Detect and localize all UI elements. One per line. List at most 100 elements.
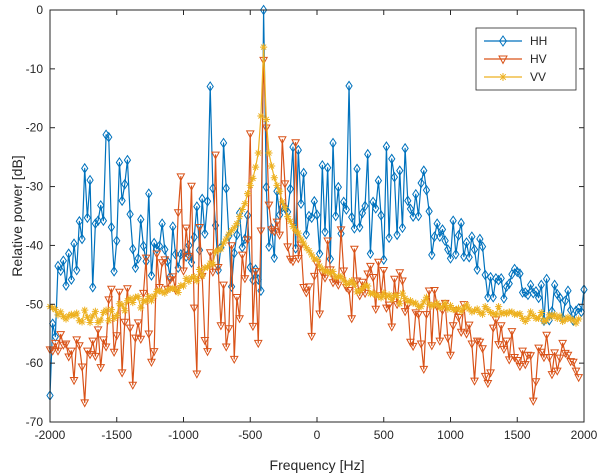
data-point	[430, 231, 439, 242]
data-point	[468, 231, 476, 242]
data-point	[547, 371, 557, 380]
data-point	[352, 277, 362, 286]
x-tick-label: -1000	[168, 428, 199, 442]
x-tick-label: 0	[314, 428, 321, 442]
data-point	[470, 377, 479, 386]
data-point	[500, 293, 508, 304]
series-vv	[46, 43, 583, 327]
data-point	[382, 141, 391, 152]
data-point	[465, 251, 473, 263]
data-point	[348, 277, 356, 285]
data-point	[528, 397, 538, 406]
data-point	[428, 249, 436, 261]
data-point	[315, 310, 325, 319]
data-point	[221, 343, 231, 352]
data-point	[390, 171, 399, 183]
data-point	[332, 273, 340, 281]
data-point	[529, 287, 537, 299]
data-point	[134, 293, 142, 301]
data-point	[187, 274, 196, 282]
data-point	[243, 236, 253, 245]
data-point	[412, 188, 420, 200]
data-point	[564, 313, 572, 321]
data-point	[393, 291, 401, 300]
data-point	[121, 178, 129, 190]
data-point	[168, 273, 178, 282]
data-point	[211, 151, 220, 160]
data-point	[443, 334, 453, 343]
data-point	[93, 326, 103, 335]
data-point	[209, 260, 217, 268]
data-point	[201, 228, 209, 240]
data-point	[122, 285, 132, 294]
data-point	[555, 354, 565, 363]
data-point	[50, 339, 60, 349]
x-tick-label: 1000	[437, 428, 464, 442]
data-point	[131, 334, 140, 343]
data-point	[361, 281, 369, 290]
data-point	[77, 363, 87, 372]
data-point	[280, 180, 290, 189]
data-point	[444, 305, 452, 313]
data-point	[414, 311, 423, 320]
data-point	[526, 279, 535, 291]
data-point	[62, 280, 70, 291]
data-point	[275, 231, 285, 240]
data-point	[107, 221, 116, 233]
data-point	[523, 351, 533, 360]
data-point	[372, 202, 380, 214]
data-point	[504, 356, 514, 365]
data-point	[227, 227, 236, 235]
x-tick-label: -1500	[101, 428, 132, 442]
data-point	[441, 299, 449, 307]
data-point	[246, 181, 254, 189]
data-point	[441, 235, 449, 247]
data-point	[567, 315, 575, 323]
data-point	[163, 286, 172, 294]
data-point	[369, 196, 377, 208]
data-point	[113, 235, 121, 247]
data-point	[446, 252, 455, 264]
data-point	[75, 317, 83, 325]
data-point	[64, 353, 74, 362]
data-point	[488, 324, 498, 333]
data-point	[203, 348, 212, 357]
data-point	[89, 281, 97, 293]
data-point	[478, 241, 487, 252]
data-point	[61, 340, 71, 349]
data-point	[316, 248, 324, 260]
data-point	[420, 165, 428, 177]
data-point	[484, 291, 492, 303]
x-tick-label: -2000	[35, 428, 66, 442]
data-point	[561, 295, 569, 307]
data-point	[257, 112, 265, 120]
data-point	[340, 276, 348, 284]
data-point	[481, 303, 489, 311]
data-point	[203, 263, 212, 271]
data-point	[449, 215, 457, 227]
data-point	[136, 335, 146, 345]
data-point	[254, 149, 262, 157]
data-point	[366, 290, 374, 298]
data-point	[425, 205, 433, 217]
data-point	[232, 294, 242, 303]
data-point	[568, 358, 578, 367]
data-point	[498, 35, 508, 47]
data-point	[241, 200, 249, 208]
data-point	[480, 372, 490, 382]
data-point	[539, 354, 549, 363]
data-point	[425, 300, 433, 308]
data-point	[476, 308, 484, 317]
data-point	[150, 292, 158, 300]
data-point	[101, 343, 111, 352]
x-tick-label: -500	[238, 428, 262, 442]
data-point	[174, 288, 182, 297]
data-point	[577, 306, 585, 318]
data-point	[176, 173, 186, 182]
data-point	[417, 303, 425, 311]
y-tick-label: -60	[26, 356, 44, 370]
data-point	[112, 332, 122, 341]
data-point	[147, 358, 156, 367]
data-point	[237, 251, 247, 260]
data-point	[145, 293, 153, 301]
